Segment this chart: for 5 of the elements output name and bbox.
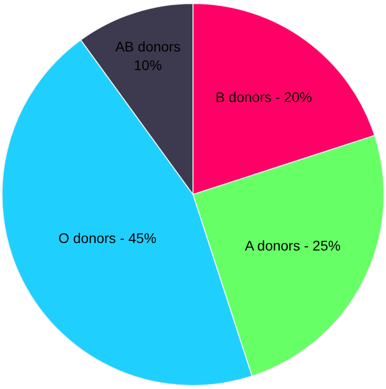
slice-label: AB donors xyxy=(115,38,181,55)
data-label: 10% xyxy=(134,56,162,73)
slice-label: B donors - 20% xyxy=(215,89,312,106)
slice-label: A donors - 25% xyxy=(244,237,341,254)
slice-label: O donors - 45% xyxy=(58,230,156,246)
